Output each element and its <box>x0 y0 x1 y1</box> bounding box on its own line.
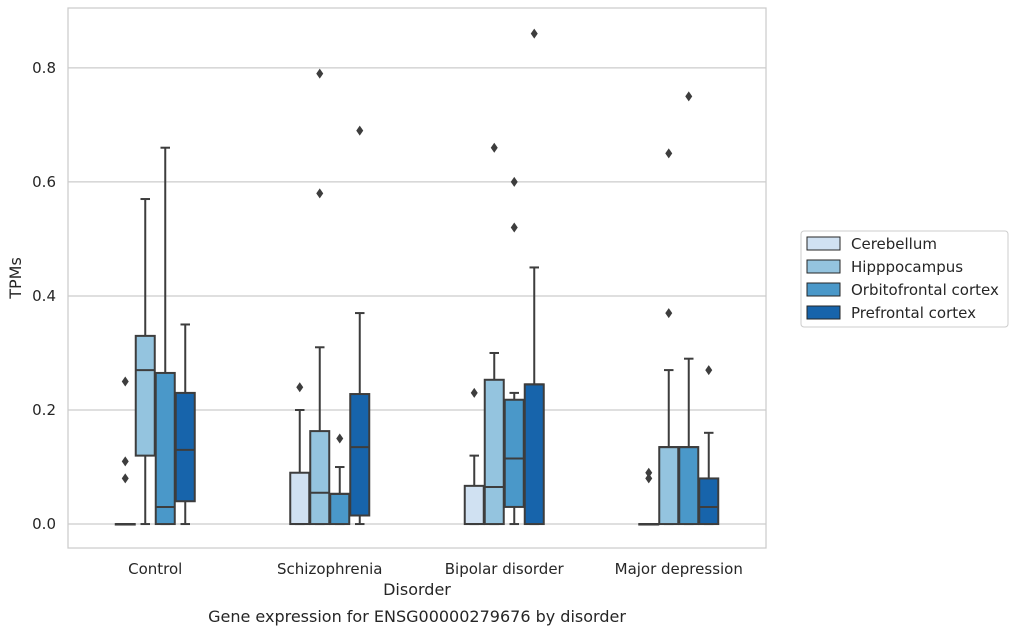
box-plot <box>329 433 351 526</box>
box <box>483 378 505 526</box>
outlier-point <box>645 473 653 484</box>
box-plot <box>154 146 176 526</box>
x-tick-label: Bipolar disorder <box>445 560 565 578</box>
outlier-point <box>336 433 344 444</box>
legend-swatch-hippocampus <box>806 259 841 274</box>
box-plot <box>174 323 196 526</box>
x-tick-label: Control <box>128 560 182 578</box>
legend-swatch-cerebellum <box>806 236 841 251</box>
box <box>658 446 680 526</box>
box-plot <box>638 467 660 526</box>
y-tick-label: 0.8 <box>32 59 56 77</box>
box-plot <box>134 198 156 526</box>
box-plot <box>523 28 545 526</box>
outlier-point <box>685 91 693 102</box>
box-plot <box>483 142 505 526</box>
box <box>678 446 700 526</box>
tick-labels: 0.0 0.2 0.4 0.6 0.8 Control Schizophrenia Bipol… <box>32 59 743 578</box>
plot-frame <box>67 7 767 549</box>
outlier-point <box>665 148 673 159</box>
outlier-point <box>645 467 653 478</box>
box <box>463 484 485 526</box>
box-plot <box>349 125 371 526</box>
outlier-point <box>510 176 518 187</box>
outlier-point <box>316 188 324 199</box>
legend-label-cerebellum: Cerebellum <box>851 235 937 253</box>
box-plot <box>463 387 485 526</box>
y-tick-label: 0.0 <box>32 515 56 533</box>
box <box>289 471 311 526</box>
y-tick-label: 0.6 <box>32 173 56 191</box>
outlier-point <box>121 473 129 484</box>
legend-swatch-prefrontal <box>806 305 841 320</box>
box <box>174 391 196 503</box>
box-plot <box>698 365 720 526</box>
box-plot <box>658 148 680 526</box>
outlier-point <box>705 365 713 376</box>
outlier-point <box>316 68 324 79</box>
legend-label-orbitofrontal: Orbitofrontal cortex <box>851 281 999 299</box>
x-tick-label: Major depression <box>615 560 743 578</box>
box-plot <box>289 382 311 526</box>
box <box>154 371 176 526</box>
y-tick-label: 0.2 <box>32 401 56 419</box>
legend-swatch-orbitofrontal <box>806 282 841 297</box>
legend-label-prefrontal: Prefrontal cortex <box>851 304 976 322</box>
box <box>134 334 156 457</box>
outlier-point <box>470 387 478 398</box>
y-tick-label: 0.4 <box>32 287 56 305</box>
outlier-point <box>356 125 364 136</box>
x-axis-title: Disorder <box>383 580 451 599</box>
legend: Cerebellum Hipppocampus Orbitofrontal co… <box>800 230 1009 328</box>
box <box>349 393 371 517</box>
outlier-point <box>490 142 498 153</box>
outlier-point <box>510 222 518 233</box>
box <box>329 492 351 526</box>
outlier-point <box>530 28 538 39</box>
box-plot <box>503 176 525 526</box>
box <box>698 477 720 526</box>
outlier-point <box>665 308 673 319</box>
outlier-point <box>121 376 129 387</box>
y-axis-title: TPMs <box>6 257 25 300</box>
outlier-point <box>296 382 304 393</box>
outlier-point <box>121 456 129 467</box>
box <box>523 383 545 526</box>
box-plot <box>309 68 331 526</box>
box-plot <box>114 376 136 526</box>
box-plots <box>114 28 720 526</box>
box-plot <box>678 91 700 526</box>
legend-label-hippocampus: Hipppocampus <box>851 258 963 276</box>
x-tick-label: Schizophrenia <box>277 560 382 578</box>
chart-title: Gene expression for ENSG00000279676 by d… <box>208 607 626 626</box>
legend-frame <box>800 230 1009 328</box>
box <box>309 430 331 526</box>
box <box>503 398 525 508</box>
